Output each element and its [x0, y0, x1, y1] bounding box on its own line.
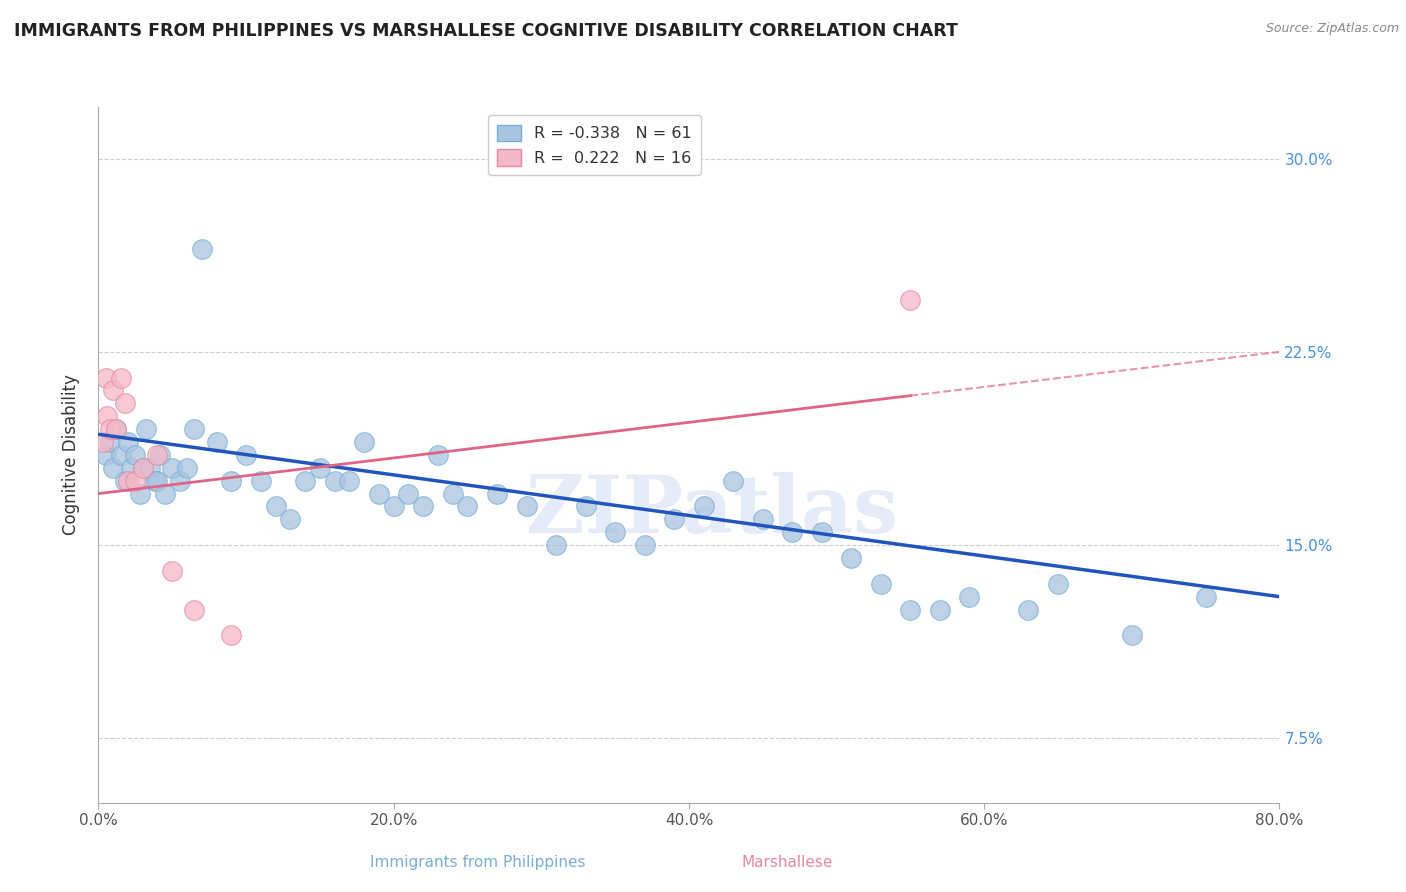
Point	[574, 500, 596, 514]
Point	[294, 474, 316, 488]
Point	[441, 486, 464, 500]
Point	[110, 448, 132, 462]
Legend: R = -0.338   N = 61, R =  0.222   N = 16: R = -0.338 N = 61, R = 0.222 N = 16	[488, 115, 702, 176]
Point	[146, 448, 169, 462]
Point	[132, 460, 155, 475]
Point	[486, 486, 509, 500]
Point	[98, 435, 121, 450]
Point	[516, 500, 538, 514]
Point	[110, 370, 132, 384]
Point	[810, 525, 832, 540]
Point	[146, 474, 169, 488]
Point	[546, 538, 568, 552]
Point	[605, 525, 627, 540]
Point	[176, 460, 198, 475]
Point	[105, 422, 128, 436]
Point	[339, 474, 360, 488]
Point	[183, 422, 205, 436]
Point	[135, 422, 157, 436]
Point	[396, 486, 419, 500]
Text: Marshallese: Marshallese	[742, 855, 832, 870]
Point	[132, 460, 155, 475]
Point	[427, 448, 450, 462]
Point	[143, 474, 166, 488]
Point	[900, 602, 922, 616]
Point	[103, 384, 125, 398]
Point	[841, 551, 863, 566]
Point	[117, 474, 139, 488]
Point	[250, 474, 273, 488]
Point	[149, 448, 172, 462]
Text: Source: ZipAtlas.com: Source: ZipAtlas.com	[1265, 22, 1399, 36]
Point	[456, 500, 478, 514]
Point	[412, 500, 434, 514]
Point	[382, 500, 405, 514]
Point	[162, 564, 183, 578]
Point	[353, 435, 375, 450]
Point	[191, 242, 214, 256]
Point	[264, 500, 287, 514]
Point	[221, 628, 243, 642]
Point	[221, 474, 243, 488]
Point	[169, 474, 191, 488]
Point	[928, 602, 950, 616]
Point	[751, 512, 773, 526]
Point	[309, 460, 332, 475]
Point	[103, 460, 125, 475]
Point	[114, 474, 136, 488]
Point	[205, 435, 228, 450]
Point	[693, 500, 716, 514]
Point	[139, 460, 162, 475]
Point	[1017, 602, 1039, 616]
Point	[1046, 576, 1069, 591]
Point	[323, 474, 346, 488]
Point	[633, 538, 655, 552]
Point	[96, 409, 118, 424]
Point	[723, 474, 745, 488]
Point	[959, 590, 981, 604]
Point	[128, 486, 150, 500]
Point	[278, 512, 302, 526]
Point	[124, 448, 146, 462]
Text: ZIPatlas: ZIPatlas	[526, 472, 898, 549]
Text: IMMIGRANTS FROM PHILIPPINES VS MARSHALLESE COGNITIVE DISABILITY CORRELATION CHAR: IMMIGRANTS FROM PHILIPPINES VS MARSHALLE…	[14, 22, 957, 40]
Point	[900, 293, 922, 308]
Point	[368, 486, 391, 500]
Point	[117, 435, 139, 450]
Text: Immigrants from Philippines: Immigrants from Philippines	[370, 855, 586, 870]
Point	[120, 460, 142, 475]
Point	[105, 422, 128, 436]
Point	[1195, 590, 1218, 604]
Point	[664, 512, 686, 526]
Point	[183, 602, 205, 616]
Point	[869, 576, 891, 591]
Point	[782, 525, 804, 540]
Point	[235, 448, 257, 462]
Point	[94, 370, 117, 384]
Point	[94, 448, 117, 462]
Point	[98, 422, 121, 436]
Point	[162, 460, 183, 475]
Y-axis label: Cognitive Disability: Cognitive Disability	[62, 375, 80, 535]
Point	[91, 435, 114, 450]
Point	[1121, 628, 1143, 642]
Point	[114, 396, 136, 410]
Point	[124, 474, 146, 488]
Point	[153, 486, 176, 500]
